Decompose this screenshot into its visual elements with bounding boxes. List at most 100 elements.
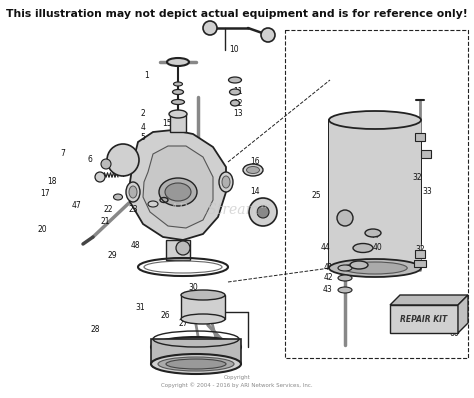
Text: 31: 31 — [135, 304, 145, 312]
Circle shape — [337, 210, 353, 226]
Ellipse shape — [126, 182, 140, 202]
Bar — [151, 339, 241, 364]
Ellipse shape — [343, 262, 407, 274]
Bar — [329, 120, 421, 268]
Text: 28: 28 — [90, 326, 100, 334]
Bar — [414, 260, 426, 267]
Ellipse shape — [148, 201, 158, 207]
Ellipse shape — [243, 164, 263, 176]
Ellipse shape — [173, 90, 183, 94]
Text: Copyright: Copyright — [224, 375, 250, 380]
Ellipse shape — [329, 259, 421, 277]
Text: 10: 10 — [229, 45, 239, 55]
Text: 25: 25 — [311, 191, 321, 199]
Text: 43: 43 — [323, 285, 333, 295]
Text: 29: 29 — [107, 250, 117, 259]
Text: 21: 21 — [100, 217, 110, 226]
Circle shape — [203, 21, 217, 35]
Ellipse shape — [353, 244, 373, 252]
Ellipse shape — [165, 183, 191, 201]
Ellipse shape — [172, 100, 184, 105]
Text: 14: 14 — [250, 187, 260, 197]
Ellipse shape — [169, 110, 187, 118]
Circle shape — [176, 241, 190, 255]
Text: 42: 42 — [323, 273, 333, 283]
Ellipse shape — [338, 265, 352, 271]
Text: 15: 15 — [162, 119, 172, 127]
Text: 40: 40 — [366, 263, 376, 271]
Text: 30: 30 — [188, 283, 198, 293]
Ellipse shape — [350, 261, 368, 269]
Text: 22: 22 — [103, 205, 113, 215]
Ellipse shape — [181, 314, 225, 324]
Text: 1: 1 — [145, 70, 149, 80]
Polygon shape — [458, 295, 468, 333]
Text: 16: 16 — [250, 158, 260, 166]
Bar — [166, 240, 190, 260]
Text: 40: 40 — [373, 244, 383, 252]
Circle shape — [257, 206, 269, 218]
Polygon shape — [390, 295, 468, 305]
Bar — [181, 295, 225, 319]
Ellipse shape — [329, 111, 421, 129]
Bar — [421, 150, 431, 158]
Polygon shape — [143, 146, 213, 228]
Ellipse shape — [158, 357, 234, 371]
Bar — [415, 133, 425, 141]
Text: 5: 5 — [141, 133, 146, 142]
Circle shape — [107, 144, 139, 176]
Ellipse shape — [167, 58, 189, 66]
Polygon shape — [130, 130, 226, 240]
Text: 13: 13 — [233, 109, 243, 117]
Ellipse shape — [181, 290, 225, 300]
Text: 47: 47 — [72, 201, 82, 209]
Text: 4: 4 — [141, 123, 146, 131]
Ellipse shape — [151, 337, 241, 357]
Text: 23: 23 — [128, 205, 138, 215]
Text: REPAIR KIT: REPAIR KIT — [401, 314, 447, 324]
Text: 12: 12 — [233, 98, 243, 107]
Bar — [170, 114, 186, 132]
Ellipse shape — [229, 89, 240, 95]
Ellipse shape — [151, 354, 241, 374]
Text: This illustration may not depict actual equipment and is for reference only!: This illustration may not depict actual … — [6, 9, 468, 19]
Ellipse shape — [338, 287, 352, 293]
Ellipse shape — [166, 359, 226, 369]
Text: 6: 6 — [88, 156, 92, 164]
Ellipse shape — [246, 166, 259, 174]
Ellipse shape — [159, 178, 197, 206]
Text: 7: 7 — [61, 148, 65, 158]
Ellipse shape — [230, 100, 239, 106]
Text: 60: 60 — [449, 328, 459, 338]
Ellipse shape — [338, 275, 352, 281]
Text: 44: 44 — [370, 230, 380, 240]
Ellipse shape — [129, 186, 137, 198]
Ellipse shape — [365, 229, 381, 237]
Text: 27: 27 — [178, 318, 188, 328]
Text: 26: 26 — [160, 310, 170, 320]
Circle shape — [249, 198, 277, 226]
Circle shape — [95, 172, 105, 182]
Text: 20: 20 — [37, 226, 47, 234]
Text: 2: 2 — [141, 109, 146, 117]
Ellipse shape — [173, 82, 182, 86]
Circle shape — [101, 159, 111, 169]
Text: 11: 11 — [233, 88, 243, 96]
Text: 17: 17 — [40, 189, 50, 197]
Ellipse shape — [228, 77, 241, 83]
Text: 44: 44 — [321, 244, 331, 252]
Text: Copyright © 2004 - 2016 by ARI Network Services, Inc.: Copyright © 2004 - 2016 by ARI Network S… — [161, 382, 313, 388]
Text: 18: 18 — [47, 178, 57, 187]
Text: 33: 33 — [422, 187, 432, 197]
Text: APartStream™: APartStream™ — [168, 203, 272, 217]
Text: 32: 32 — [412, 174, 422, 183]
Text: 32: 32 — [415, 246, 425, 254]
Circle shape — [261, 28, 275, 42]
Ellipse shape — [113, 194, 122, 200]
Text: 41: 41 — [323, 263, 333, 273]
Polygon shape — [390, 305, 458, 333]
Text: 48: 48 — [130, 240, 140, 250]
Ellipse shape — [222, 176, 230, 188]
Bar — [415, 250, 425, 258]
Ellipse shape — [219, 172, 233, 192]
